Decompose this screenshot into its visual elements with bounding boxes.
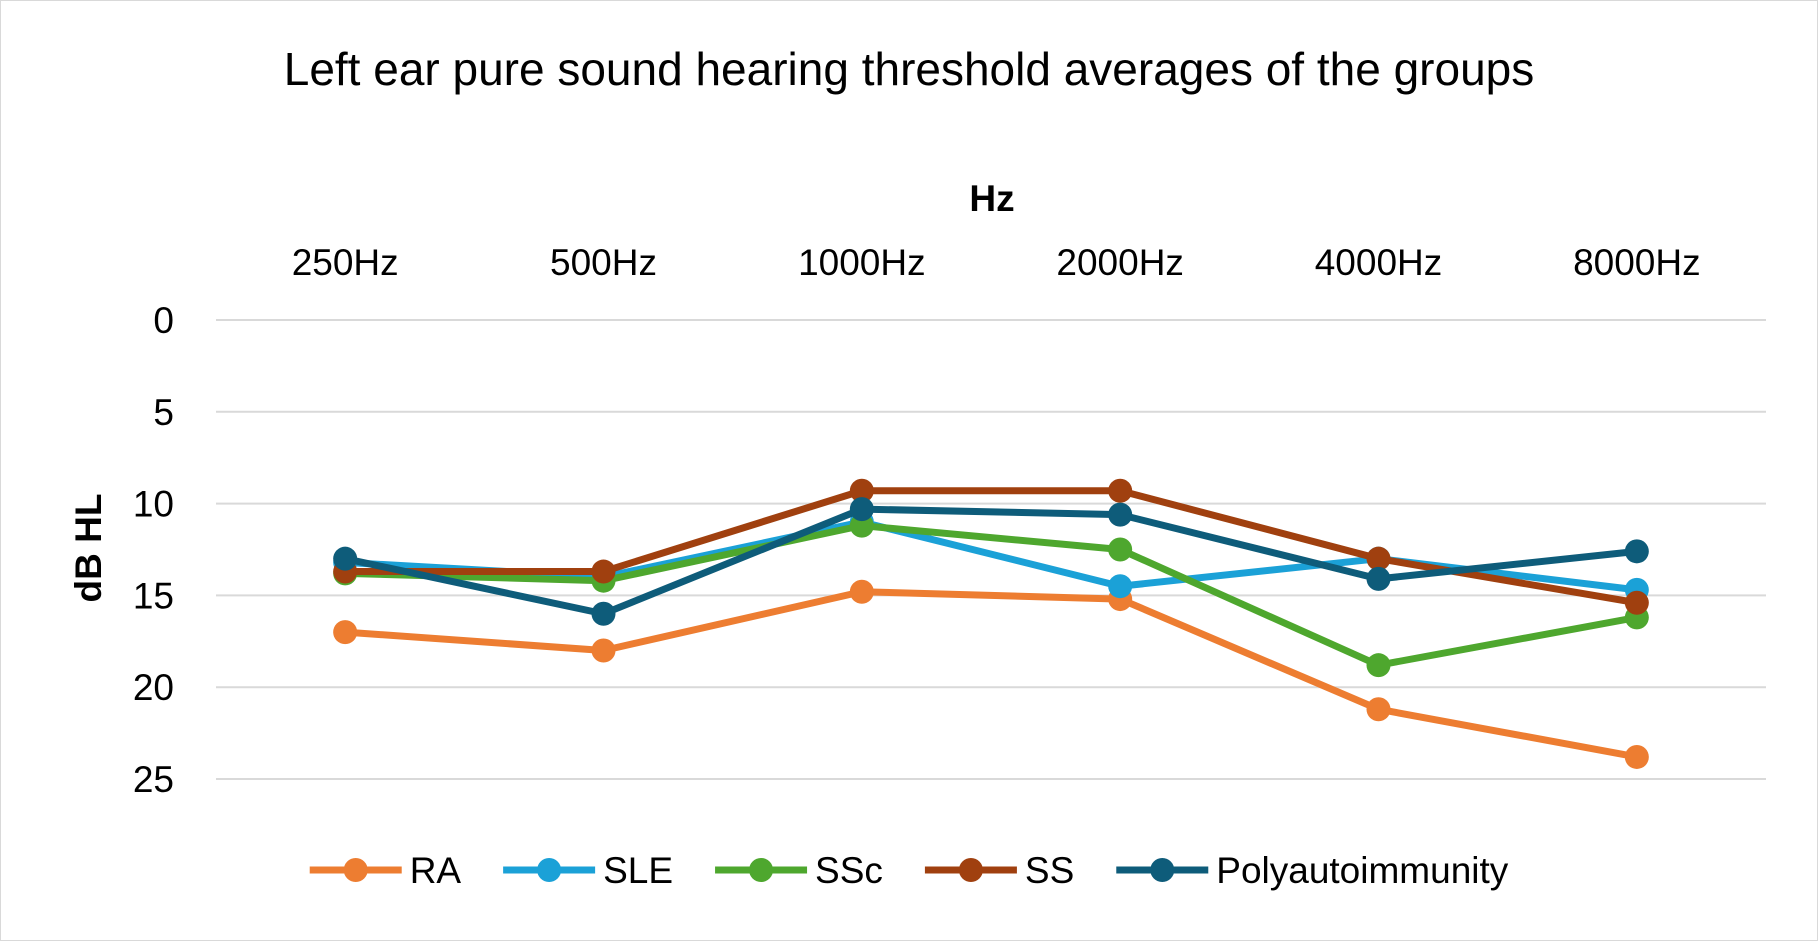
series-sle — [333, 509, 1649, 602]
data-point — [1366, 653, 1391, 678]
data-point — [591, 559, 616, 584]
series-line — [341, 505, 1641, 618]
x-tick-label: 500Hz — [550, 242, 657, 283]
legend-label: Polyautoimmunity — [1216, 850, 1509, 891]
data-point — [1366, 697, 1391, 722]
y-axis-ticks: 0 5 10 15 20 25 — [133, 300, 174, 800]
data-point — [333, 546, 358, 571]
data-point — [1624, 744, 1649, 769]
y-tick-label: 0 — [153, 300, 174, 341]
legend: RA SLE SSc SS Polyautoimmunity — [309, 850, 1509, 891]
data-point — [1108, 537, 1133, 562]
data-point — [849, 497, 874, 522]
legend-swatch-marker — [343, 858, 368, 882]
data-point — [1624, 590, 1649, 615]
data-point — [333, 620, 358, 645]
series-polyautoimmunity — [333, 497, 1649, 626]
y-tick-label: 15 — [133, 575, 174, 616]
data-point — [1366, 546, 1391, 571]
legend-label: SLE — [603, 850, 673, 891]
legend-label: SSc — [815, 850, 883, 891]
x-tick-label: 2000Hz — [1056, 242, 1184, 283]
series-ss — [333, 478, 1649, 615]
y-axis-title: dB HL — [68, 494, 109, 603]
data-point — [1108, 574, 1133, 599]
series-lines — [333, 478, 1649, 769]
data-point — [849, 478, 874, 503]
legend-label: RA — [410, 850, 462, 891]
series-line — [341, 588, 1641, 761]
y-tick-label: 20 — [133, 667, 174, 708]
legend-swatch-marker — [958, 858, 983, 882]
data-point — [591, 638, 616, 663]
legend-item: SLE — [503, 850, 673, 891]
data-point — [591, 601, 616, 626]
legend-swatch-marker — [749, 858, 774, 882]
x-tick-label: 1000Hz — [798, 242, 926, 283]
data-point — [1108, 502, 1133, 527]
data-point — [849, 513, 874, 538]
x-tick-label: 250Hz — [292, 242, 399, 283]
x-axis-ticks: 250Hz 500Hz 1000Hz 2000Hz 4000Hz 8000Hz — [292, 242, 1701, 283]
chart-title: Left ear pure sound hearing threshold av… — [283, 43, 1535, 95]
legend-item: RA — [309, 850, 462, 891]
legend-item: SSc — [715, 850, 883, 891]
gridlines — [216, 319, 1766, 780]
x-tick-label: 8000Hz — [1573, 242, 1701, 283]
legend-item: SS — [924, 850, 1074, 891]
series-line — [341, 487, 1641, 607]
y-tick-label: 10 — [133, 484, 174, 525]
x-tick-label: 4000Hz — [1315, 242, 1443, 283]
x-axis-title: Hz — [969, 178, 1014, 219]
series-ra — [333, 579, 1649, 769]
legend-swatch-marker — [1150, 858, 1175, 882]
data-point — [1108, 478, 1133, 503]
legend-swatch-marker — [537, 858, 562, 882]
data-point — [849, 579, 874, 604]
data-point — [1366, 566, 1391, 591]
y-tick-label: 5 — [153, 392, 174, 433]
data-point — [1624, 539, 1649, 564]
y-tick-label: 25 — [133, 759, 174, 800]
legend-item: Polyautoimmunity — [1116, 850, 1509, 891]
legend-label: SS — [1025, 850, 1074, 891]
series-line — [341, 522, 1641, 669]
